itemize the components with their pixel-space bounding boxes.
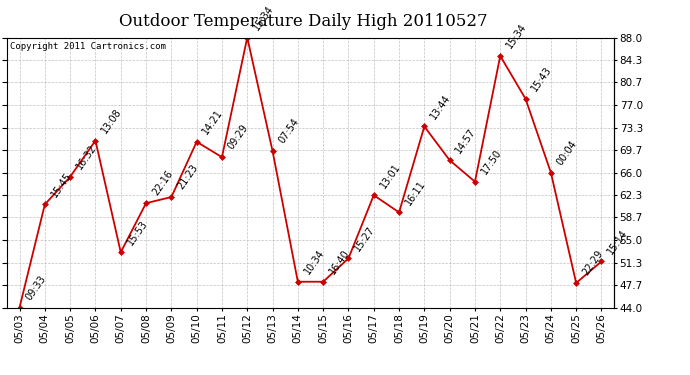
Text: 15:45: 15:45 [49, 170, 73, 199]
Text: 15:14: 15:14 [606, 227, 630, 256]
Text: 15:53: 15:53 [125, 218, 149, 247]
Text: 22:29: 22:29 [580, 249, 604, 278]
Text: 17:50: 17:50 [479, 147, 504, 176]
Text: 07:54: 07:54 [277, 117, 301, 146]
Text: Copyright 2011 Cartronics.com: Copyright 2011 Cartronics.com [10, 42, 166, 51]
Text: 16:32: 16:32 [75, 142, 99, 171]
Text: 09:33: 09:33 [23, 273, 48, 302]
Text: 21:23: 21:23 [175, 163, 200, 192]
Text: 22:16: 22:16 [150, 169, 175, 198]
Text: 10:34: 10:34 [302, 248, 326, 276]
Text: 15:34: 15:34 [251, 3, 275, 32]
Text: 15:34: 15:34 [504, 22, 529, 50]
Text: 14:21: 14:21 [201, 108, 225, 136]
Text: 15:43: 15:43 [530, 65, 554, 93]
Text: Outdoor Temperature Daily High 20110527: Outdoor Temperature Daily High 20110527 [119, 13, 488, 30]
Text: 14:57: 14:57 [454, 126, 478, 154]
Text: 13:08: 13:08 [99, 106, 124, 135]
Text: 13:44: 13:44 [428, 93, 453, 121]
Text: 16:11: 16:11 [403, 178, 427, 207]
Text: 15:27: 15:27 [353, 224, 377, 253]
Text: 16:40: 16:40 [327, 248, 351, 276]
Text: 09:29: 09:29 [226, 123, 250, 152]
Text: 00:04: 00:04 [555, 138, 579, 167]
Text: 13:01: 13:01 [378, 161, 402, 190]
